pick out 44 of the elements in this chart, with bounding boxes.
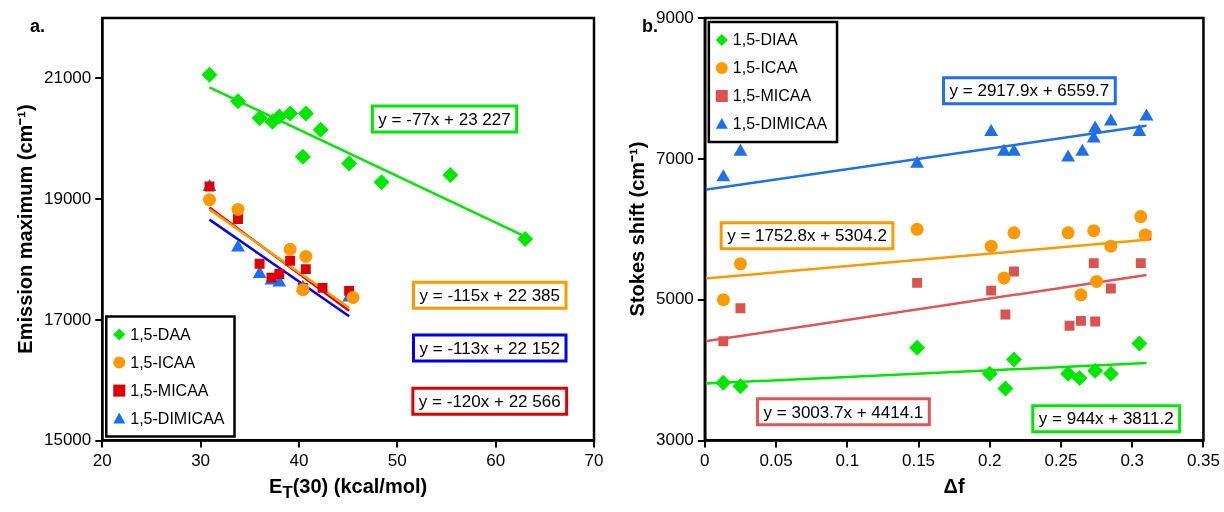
legend-label: 1,5-ICAA: [130, 354, 196, 372]
x-axis-title: E$_{T}$(30) (kcal/mol): [269, 474, 428, 503]
legend-label: 1,5-DIMICAA: [130, 410, 225, 428]
y-tick-label: 17000: [43, 309, 92, 329]
y-tick-label: 19000: [43, 188, 92, 208]
x-tick-label: 60: [486, 451, 506, 471]
annotation: y = -77x + 23 227: [378, 109, 511, 129]
y-axis-title: Stokes shift (cm⁻¹): [624, 141, 649, 317]
x-tick-label: 0.1: [835, 451, 860, 471]
y-tick-label: 21000: [43, 68, 92, 88]
x-tick-label: 0: [700, 451, 710, 471]
annotation: y = 3003.7x + 4414.1: [763, 402, 924, 422]
x-tick-label: 30: [191, 451, 211, 471]
annotation: y = 944x + 3811.2: [1038, 409, 1174, 429]
x-tick-label: 0.3: [1120, 451, 1145, 471]
legend-label: 1,5-DAA: [130, 326, 192, 344]
y-axis-title: Emission maximum (cm⁻¹): [12, 104, 37, 354]
x-tick-label: 20: [92, 451, 112, 471]
x-tick-label: 50: [387, 451, 407, 471]
legend-label: 1,5-ICAA: [732, 59, 799, 77]
x-tick-label: 70: [584, 451, 604, 471]
x-tick-label: 0.15: [901, 451, 936, 471]
x-axis-title: Δf: [943, 474, 965, 498]
x-tick-label: 0.2: [977, 451, 1002, 471]
y-tick-label: 15000: [43, 430, 92, 450]
x-tick-label: 0.25: [1044, 451, 1078, 471]
x-tick-label: 0.35: [1186, 451, 1220, 471]
x-tick-label: 40: [289, 451, 309, 471]
annotation: y = -113x + 22 152: [419, 338, 561, 358]
annotation: y = 2917.9x + 6559.7: [949, 81, 1110, 101]
y-tick-label: 7000: [655, 148, 694, 168]
legend-label: 1,5-DIAA: [732, 31, 799, 49]
y-tick-label: 9000: [655, 7, 694, 27]
annotation: y = 1752.8x + 5304.2: [727, 226, 887, 246]
y-tick-label: 3000: [655, 430, 694, 450]
annotation: y = -115x + 22 385: [419, 285, 561, 305]
legend-label: 1,5-MICAA: [130, 382, 209, 400]
legend-label: 1,5-DIMICAA: [732, 115, 828, 133]
annotation: y = -120x + 22 566: [418, 391, 561, 411]
y-tick-label: 5000: [655, 289, 694, 309]
legend-label: 1,5-MICAA: [732, 87, 812, 105]
x-tick-label: 0.05: [759, 451, 793, 471]
text: b.: [642, 15, 658, 36]
text: a.: [30, 15, 46, 36]
